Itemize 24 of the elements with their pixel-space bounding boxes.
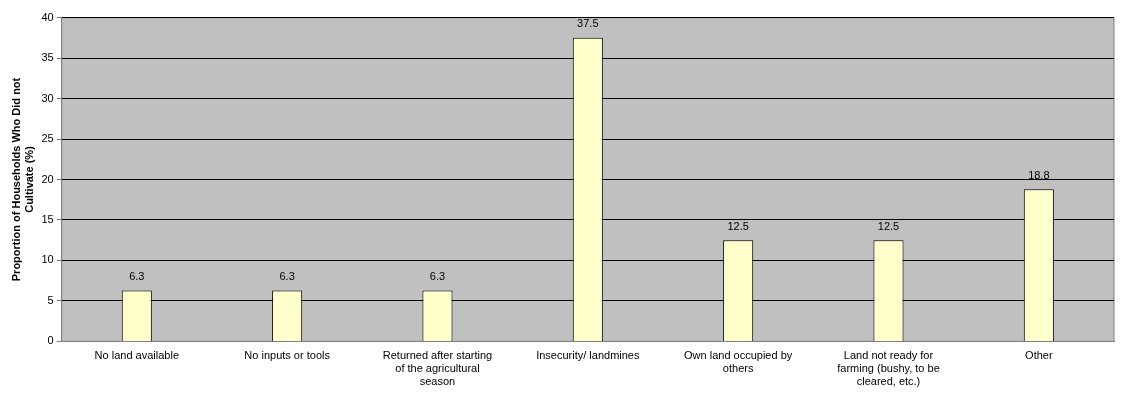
x-tick-label: Other (1025, 349, 1053, 362)
x-tick-label: Own land occupied by others (684, 349, 793, 375)
data-label: 6.3 (129, 269, 145, 282)
y-tick-label: 35 (41, 51, 54, 64)
y-tick-label: 30 (41, 91, 54, 104)
y-tick-label: 15 (41, 213, 54, 226)
data-label: 6.3 (429, 269, 446, 282)
y-tick-label: 20 (41, 172, 54, 185)
x-tick-label: Land not ready for farming (bushy, to be cleared, etc.) (837, 349, 940, 388)
x-tick-label: Insecurity/ landmines (536, 349, 640, 362)
data-label: 18.8 (1028, 168, 1050, 181)
data-label: 12.5 (727, 219, 749, 232)
y-tick-label: 0 (47, 334, 54, 347)
y-axis-title: Proportion of Households Who Did not Cultivate (%) (9, 77, 35, 282)
y-tick-label: 5 (47, 293, 54, 306)
data-label: 37.5 (577, 17, 599, 30)
x-tick-label: No land available (94, 349, 179, 362)
x-tick-label: No inputs or tools (244, 349, 331, 362)
y-tick-label: 40 (41, 10, 54, 23)
y-tick-label: 10 (41, 253, 54, 266)
data-label: 6.3 (279, 269, 295, 282)
data-label: 12.5 (877, 219, 900, 232)
x-tick-label: Returned after starting of the agricultural season (382, 349, 493, 388)
y-tick-label: 25 (41, 132, 54, 145)
